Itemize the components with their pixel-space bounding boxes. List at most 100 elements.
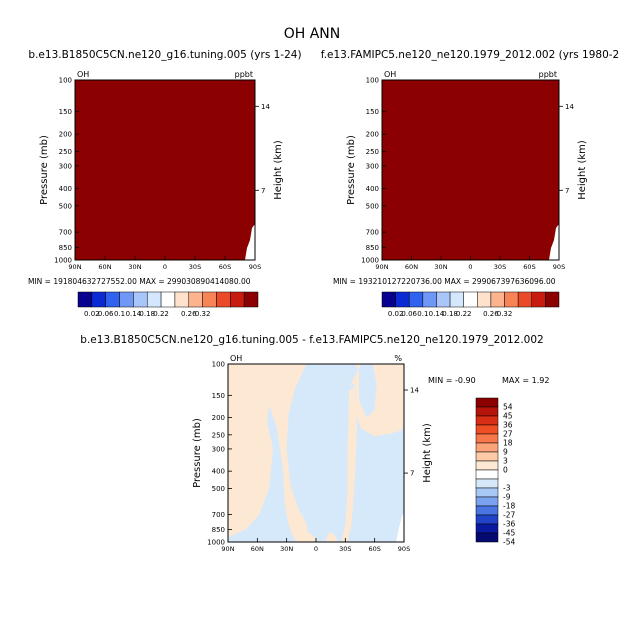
colorbar-label: 0.26 (181, 310, 197, 318)
legend-label: 18 (503, 439, 513, 448)
y-tick-label: 850 (366, 244, 379, 252)
x-tick-label: 0 (468, 263, 472, 271)
y-tick-label: 700 (212, 511, 225, 519)
y-tick-label: 400 (366, 185, 379, 193)
legend-swatch (475, 487, 499, 498)
legend-label: -54 (503, 538, 515, 547)
x-tick-label: 90S (553, 263, 565, 271)
legend-label: 54 (503, 403, 513, 412)
y-tick-label: 100 (212, 361, 225, 369)
min-max-label: MIN = 191804632727552.00 MAX = 299030890… (28, 277, 251, 286)
legend-swatch (475, 406, 499, 417)
height-axis-label: Height (km) (273, 140, 284, 200)
y-tick-label: 300 (366, 162, 379, 170)
y-tick-label: 1000 (54, 257, 72, 265)
x-tick-label: 90N (375, 263, 388, 271)
colorbar-swatch (504, 291, 519, 308)
legend-swatch (475, 514, 499, 525)
y-tick-label: 100 (366, 77, 379, 85)
panel-top-left: b.e13.B1850C5CN.ne120_g16.tuning.005 (yr… (28, 49, 302, 318)
x-tick-label: 30N (128, 263, 141, 271)
colorbar-swatch (202, 291, 217, 308)
colorbar-swatch (230, 291, 245, 308)
x-tick-label: 0 (314, 545, 318, 553)
colorbar-label: 0.22 (456, 310, 472, 318)
colorbar-swatch (91, 291, 106, 308)
colorbar-label: 0.1 (417, 310, 428, 318)
y-tick-label: 700 (366, 229, 379, 237)
units-label: ppbt (235, 70, 253, 79)
x-tick-label: 90N (68, 263, 81, 271)
legend-swatch (475, 532, 499, 543)
y-tick-label: 700 (59, 229, 72, 237)
legend-swatch (475, 523, 499, 534)
colorbar-swatch (395, 291, 410, 308)
height-axis-label: Height (km) (577, 140, 588, 200)
height-tick-label: 7 (410, 470, 414, 478)
legend-label: -45 (503, 529, 515, 538)
legend-swatch (475, 442, 499, 453)
colorbar-label: 0.02 (84, 310, 100, 318)
x-tick-label: 90S (249, 263, 261, 271)
legend-swatch (475, 415, 499, 426)
colorbar-swatch (105, 291, 120, 308)
y-axis-label: Pressure (mb) (192, 418, 203, 488)
height-tick-label: 14 (261, 103, 270, 111)
colorbar-label: 0.14 (126, 310, 142, 318)
colorbar-swatch (146, 291, 162, 308)
colorbar-swatch (463, 291, 478, 308)
colorbar-swatch (422, 291, 437, 308)
colorbar-swatch (381, 291, 396, 308)
y-tick-label: 300 (59, 162, 72, 170)
legend-swatch (475, 451, 499, 462)
y-tick-label: 850 (59, 244, 72, 252)
colorbar-swatch (216, 291, 231, 308)
colorbar-swatch (517, 291, 533, 308)
legend-label: 27 (503, 430, 513, 439)
height-tick-label: 7 (565, 187, 569, 195)
legend-label: -36 (503, 520, 515, 529)
y-tick-label: 100 (59, 77, 72, 85)
height-axis-label: Height (km) (422, 423, 433, 483)
colorbar-swatch (436, 291, 451, 308)
max-label: MAX = 1.92 (502, 376, 549, 385)
min-label: MIN = -0.90 (428, 376, 476, 385)
colorbar-swatch (188, 291, 203, 308)
colorbar-label: 0.26 (483, 310, 499, 318)
colorbar-swatch (243, 291, 259, 308)
colorbar-swatch (545, 291, 560, 308)
panel-top-right: f.e13.FAMIPC5.ne120_ne120.1979_2012.002 … (321, 49, 619, 318)
terrain-mask (549, 224, 559, 260)
x-tick-label: 90S (398, 545, 410, 553)
colorbar-label: 0.32 (195, 310, 211, 318)
x-tick-label: 60N (405, 263, 418, 271)
colorbar-label: 0.02 (388, 310, 404, 318)
x-tick-label: 30S (494, 263, 506, 271)
legend-label: -27 (503, 511, 515, 520)
colorbar-label: 0.18 (442, 310, 458, 318)
y-tick-label: 250 (366, 148, 379, 156)
terrain-mask (396, 512, 404, 542)
positive-region-sh-upper (349, 364, 404, 437)
legend-swatch (475, 496, 499, 507)
colorbar-swatch (449, 291, 464, 308)
terrain-mask (245, 224, 255, 260)
field-fill (382, 80, 559, 260)
colorbar-label: 0.06 (98, 310, 114, 318)
height-tick-label: 14 (565, 103, 574, 111)
y-axis-label: Pressure (mb) (39, 135, 50, 205)
legend-label: 36 (503, 421, 513, 430)
y-tick-label: 200 (366, 131, 379, 139)
positive-tongue-sh (341, 387, 358, 542)
colorbar-swatch (477, 291, 492, 308)
y-tick-label: 1000 (207, 539, 225, 547)
variable-label: OH (77, 70, 89, 79)
x-tick-label: 30N (280, 545, 293, 553)
y-tick-label: 200 (59, 131, 72, 139)
y-tick-label: 150 (366, 108, 379, 116)
legend-label: 45 (503, 412, 513, 421)
y-tick-label: 1000 (361, 257, 379, 265)
colorbar-label: 0.22 (153, 310, 169, 318)
panel-title: f.e13.FAMIPC5.ne120_ne120.1979_2012.002 … (321, 49, 619, 61)
